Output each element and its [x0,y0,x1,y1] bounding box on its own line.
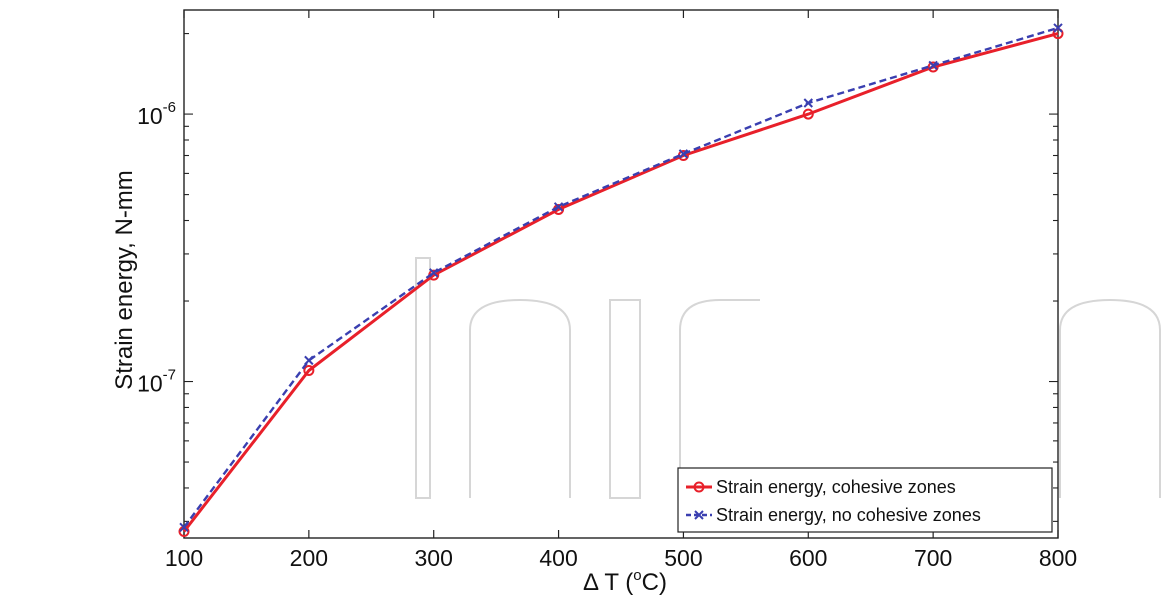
data-point [553,202,564,212]
x-label-text: C) [642,569,667,596]
watermark [415,257,1161,499]
series-1 [178,28,1064,537]
legend-label: Strain energy, cohesive zones [716,477,956,497]
data-point [179,522,189,533]
y-axis-label: Strain energy, N-mm [111,170,138,390]
series-2 [179,23,1063,533]
x-tick-label: 600 [789,545,827,571]
series-layer [178,23,1064,537]
data-point [304,355,314,366]
x-tick-label: 200 [290,545,328,571]
data-point [303,364,315,376]
y-axis: 10-710-6 [137,33,1058,522]
x-tick-label: 100 [165,545,203,571]
x-axis-label: Δ T (oC) [583,567,667,596]
legend-label: Strain energy, no cohesive zones [716,505,981,525]
data-point [928,60,938,71]
x-tick-label: 500 [664,545,702,571]
legend-marker [693,481,705,493]
x-tick-label: 800 [1039,545,1077,571]
y-tick-label: 10-7 [137,367,176,397]
data-point [429,268,439,278]
watermark-shape [609,299,641,499]
x-label-text: Δ T ( [583,569,633,596]
legend-box [677,467,1053,533]
series-line [182,32,1059,533]
watermark-shape [1059,298,1161,498]
data-point [802,108,814,120]
data-point [927,61,939,73]
data-point [678,149,689,159]
x-tick-label: 300 [415,545,453,571]
y-tick-base: 10 [137,371,163,397]
x-axis: 100 200 300 400 500 600 700 800 [165,10,1077,571]
y-tick-base: 10 [137,103,163,129]
watermark-shape [679,299,760,498]
legend-marker [694,510,704,520]
y-tick-label: 10-6 [137,99,176,129]
plot-border [183,9,1059,539]
x-tick-label: 400 [539,545,577,571]
y-tick-exponent: -6 [163,99,176,116]
x-tick-label: 700 [914,545,952,571]
plot-frame [183,9,1059,539]
series-line [183,26,1059,529]
y-tick-exponent: -7 [163,367,176,384]
data-point [1053,23,1063,33]
legend: Strain energy, cohesive zones Strain ener… [677,467,1053,533]
watermark-shape [469,298,571,498]
watermark-shape [415,257,431,499]
data-point [803,98,813,108]
x-label-superscript: o [633,567,641,584]
